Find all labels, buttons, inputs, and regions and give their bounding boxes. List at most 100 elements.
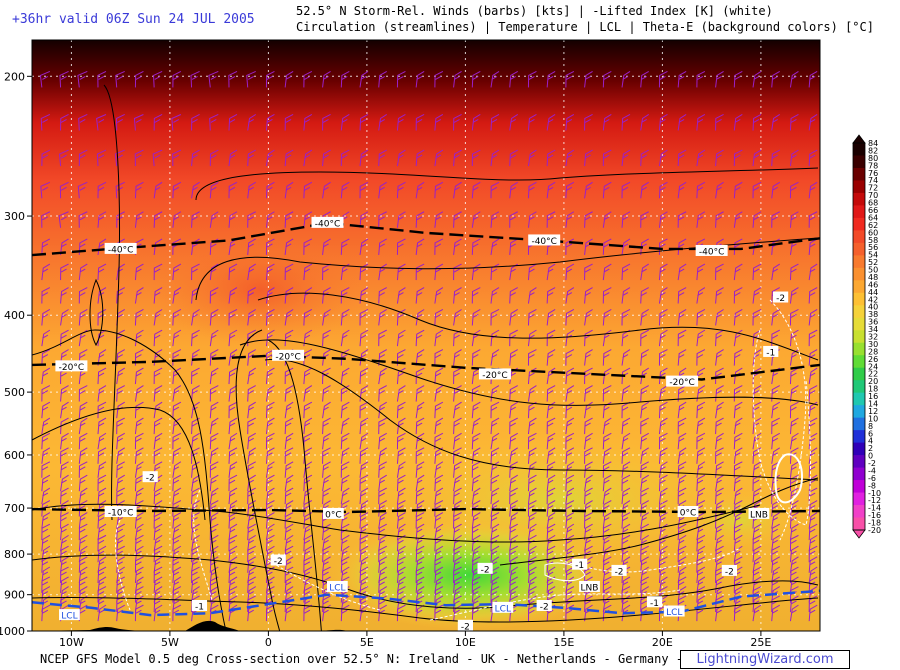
wind-barb: [715, 566, 724, 584]
streamline: [499, 477, 819, 566]
colorbar-segment: [853, 167, 865, 181]
wind-barb: [378, 474, 387, 492]
wind-barb: [396, 70, 406, 88]
wind-barb: [228, 149, 238, 167]
wind-barb: [527, 447, 537, 464]
colorbar-label: 36: [868, 318, 878, 327]
isotherm-label: -40°C: [531, 237, 556, 247]
wind-barb: [265, 534, 275, 552]
wind-barb: [284, 263, 294, 281]
wind-barb: [415, 149, 425, 167]
lifted-index-label-box: [191, 599, 208, 611]
lifted-index-contour: [114, 489, 213, 611]
wind-barb: [602, 432, 612, 450]
wind-barb: [808, 114, 818, 131]
wind-barb: [565, 500, 575, 517]
wind-barb: [715, 487, 724, 505]
isotherm-label-box: [677, 505, 699, 517]
colorbar-label: 40: [868, 303, 878, 312]
wind-barb: [359, 417, 369, 435]
wind-barb: [733, 287, 743, 304]
wind-barb: [789, 385, 799, 402]
credit-link[interactable]: LightningWizard.com: [680, 650, 850, 669]
wind-barb: [172, 461, 182, 478]
wind-barb: [247, 417, 256, 435]
wind-barb: [284, 523, 294, 541]
wind-barb: [134, 487, 144, 505]
wind-barb: [434, 367, 444, 385]
wind-barb: [696, 487, 706, 505]
wind-barb: [396, 461, 406, 478]
wind-barb: [789, 534, 799, 552]
wind-barb: [322, 474, 331, 492]
wind-barb: [340, 566, 350, 584]
wind-barb: [471, 556, 481, 573]
wind-barb: [415, 461, 425, 478]
wind-barb: [808, 71, 818, 88]
wind-barb: [752, 287, 762, 304]
wind-barb: [546, 523, 556, 541]
wind-barb: [640, 71, 649, 88]
wind-barb: [733, 149, 743, 167]
wind-barb: [153, 309, 163, 326]
wind-barb: [228, 349, 238, 366]
wind-barb: [378, 181, 387, 199]
wind-barb: [208, 70, 219, 88]
wind-barb: [621, 287, 631, 304]
wind-barb: [209, 211, 219, 228]
wind-barb: [640, 263, 650, 281]
wind-barb: [752, 545, 762, 563]
wind-barb: [172, 534, 182, 552]
wind-barb: [808, 287, 818, 304]
wind-barb: [602, 534, 612, 552]
wind-barb: [228, 447, 238, 464]
wind-barb: [453, 576, 462, 593]
wind-barb: [41, 487, 51, 505]
lifted-index-label-box: [646, 596, 663, 608]
wind-barb: [565, 461, 575, 478]
isotherm-label: -40°C: [315, 219, 340, 229]
wind-barb: [97, 367, 107, 385]
wind-barb: [247, 309, 256, 326]
wind-barb: [284, 604, 294, 622]
wind-barb: [340, 149, 350, 167]
colorbar-segment: [853, 305, 865, 319]
isotherm-label-box: [323, 507, 344, 519]
wind-barb: [284, 586, 294, 603]
wind-barb: [172, 149, 182, 167]
isotherm-label-box: [55, 360, 88, 372]
wind-barb: [247, 523, 256, 541]
wind-barb: [434, 238, 444, 255]
wind-barb: [209, 287, 219, 304]
wind-barb: [490, 211, 500, 228]
wind-barb: [396, 566, 406, 584]
wind-barb: [396, 238, 406, 255]
wind-barb: [359, 566, 369, 584]
wind-barb: [453, 500, 462, 517]
wind-barb: [602, 287, 612, 304]
wind-barb: [733, 432, 743, 450]
wind-barb: [191, 566, 200, 584]
wind-barb: [303, 149, 313, 167]
wind-barb: [546, 461, 556, 478]
wind-barb: [621, 512, 631, 529]
wind-barb: [696, 149, 706, 167]
wind-barb: [134, 385, 144, 402]
wind-barb: [116, 523, 125, 541]
colorbar-label: 46: [868, 280, 878, 289]
wind-barb: [490, 523, 500, 541]
wind-barb: [677, 401, 687, 419]
wind-barb: [134, 417, 144, 435]
wind-barb: [322, 71, 331, 88]
wind-barb: [41, 309, 51, 326]
wind-barb: [584, 287, 593, 304]
wind-barb: [527, 474, 537, 492]
wind-barb: [97, 447, 107, 464]
wind-barb: [621, 71, 631, 88]
wind-barb: [471, 71, 481, 88]
wind-barb: [172, 576, 182, 594]
wind-barb: [808, 309, 818, 326]
lifted-index-label: -2: [776, 294, 785, 304]
streamline: [32, 554, 819, 609]
wind-barb: [378, 309, 387, 326]
